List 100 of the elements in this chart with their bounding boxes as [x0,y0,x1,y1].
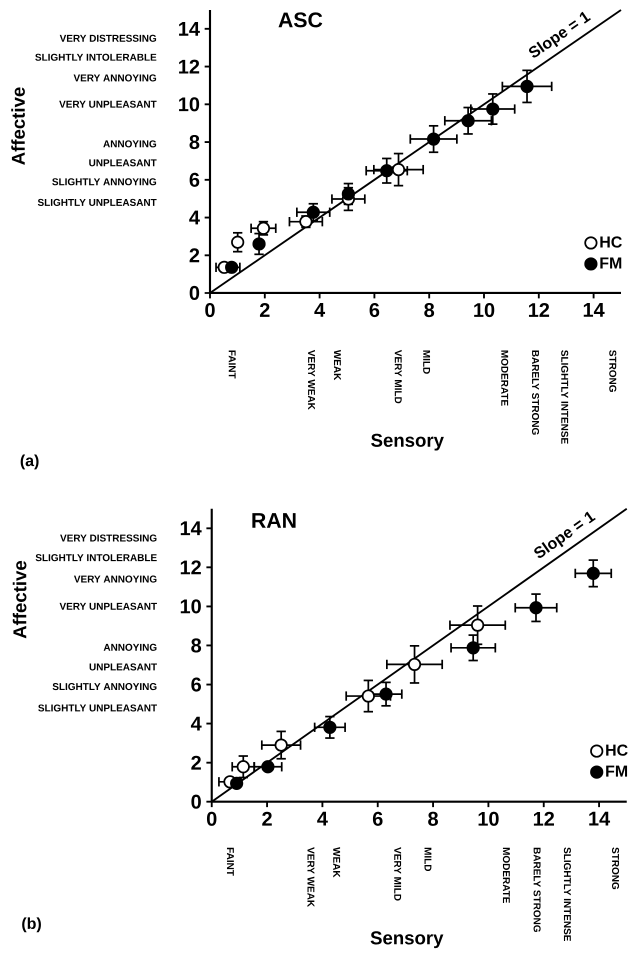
x-tick-label: 0 [205,303,215,318]
y-tick-label: 12 [180,560,201,574]
point [529,601,543,614]
text: FAINT [228,350,236,379]
chart-title: RAN [252,513,296,528]
text: VERY UNPLEASANT [59,100,157,108]
point [486,102,500,116]
x-axis-title: Sensory [371,434,444,451]
text: MILD [423,350,430,374]
x-tick-label: 0 [206,812,216,826]
x-tick-label: 2 [262,812,272,826]
x-axis-title: Sensory [370,931,444,948]
x-tick-label: 6 [372,812,383,826]
text: SLIGHTLY UNPLEASANT [38,704,157,712]
y-tick-label: 14 [179,22,200,36]
y-tick-label: 8 [190,135,200,150]
text: VERY WEAK [307,847,314,907]
text: SLIGHTLY INTOLERABLE [35,54,156,61]
text: UNPLEASANT [89,159,157,166]
text: SLIGHTLY UNPLEASANT [38,198,157,206]
point [323,720,336,734]
y-tick-label: 4 [190,716,202,730]
point [274,738,288,752]
point [261,760,274,774]
legend-label: FM [606,766,628,777]
text: SLIGHTLY ANNOYING [52,683,156,690]
text: WEAK [333,847,340,878]
x-tick-label: 12 [534,812,554,826]
text: SLIGHTLY ANNOYING [52,178,156,186]
text: STRONG [609,350,616,392]
text: BARELY STRONG [534,848,541,932]
x-tick-label: 6 [370,303,380,318]
point [231,236,244,249]
point [342,187,355,201]
y-tick-label: 10 [179,97,200,112]
text: VERY ANNOYING [74,576,156,583]
legend-label: FM [600,257,622,268]
point [471,618,484,632]
point [392,163,406,176]
text: VERY MILD [394,847,402,901]
text: FAINT [226,848,234,876]
text: UNPLEASANT [90,663,157,670]
point [586,566,600,580]
x-tick-label: 14 [589,812,610,826]
x-tick-label: 4 [317,812,328,826]
text: WEAK [334,350,341,380]
y-axis-title: Affective [11,87,25,165]
text: MILD [424,848,432,872]
y-tick-label: 6 [190,172,200,187]
text: SLIGHTLY INTOLERABLE [36,554,157,562]
text: STRONG [612,847,620,890]
point [379,688,393,701]
y-tick-label: 8 [191,638,202,653]
x-tick-label: 2 [260,303,270,317]
text: SLIGHTLY INTENSE [564,847,571,942]
point [252,237,266,251]
y-tick-label: 14 [180,521,202,536]
y-tick-label: 12 [179,60,200,74]
text: ANNOYING [104,644,156,651]
y-tick-label: 2 [191,756,201,770]
text: VERY DISTRESSING [60,534,156,542]
text: (a) [20,454,39,470]
legend-label: HC [606,744,628,756]
y-axis-title: Affective [12,560,26,638]
x-tick-label: 14 [584,303,605,317]
text: VERY UNPLEASANT [60,602,157,610]
point [426,132,440,146]
point [466,641,480,654]
text: VERY WEAK [308,350,315,410]
y-tick-label: 0 [190,286,200,300]
text: SLIGHTLY INTENSE [561,350,568,444]
y-tick-label: 4 [189,210,200,224]
y-tick-label: 2 [190,248,200,262]
point [462,114,475,128]
y-tick-label: 10 [180,599,201,614]
x-tick-label: 8 [424,303,434,318]
point [408,658,422,672]
text: MODERATE [501,350,508,406]
text: VERY DISTRESSING [60,34,156,42]
x-tick-label: 10 [478,812,499,826]
text: VERY MILD [394,350,402,404]
legend-label: HC [600,236,622,248]
text: (b) [22,917,41,932]
y-tick-label: 0 [191,794,201,809]
y-tick-label: 6 [191,677,201,692]
chart-title: ASC [278,12,322,28]
text: VERY ANNOYING [74,74,156,82]
x-tick-label: 10 [474,303,494,318]
point [225,260,238,274]
point [380,164,394,178]
point [306,206,320,219]
text: BARELY STRONG [532,350,540,435]
text: MODERATE [502,848,510,903]
x-tick-label: 4 [314,303,326,317]
text: ANNOYING [103,140,156,148]
point [362,689,375,703]
x-tick-label: 8 [428,812,438,826]
x-tick-label: 12 [528,303,550,317]
point [520,80,534,93]
point [236,760,250,774]
